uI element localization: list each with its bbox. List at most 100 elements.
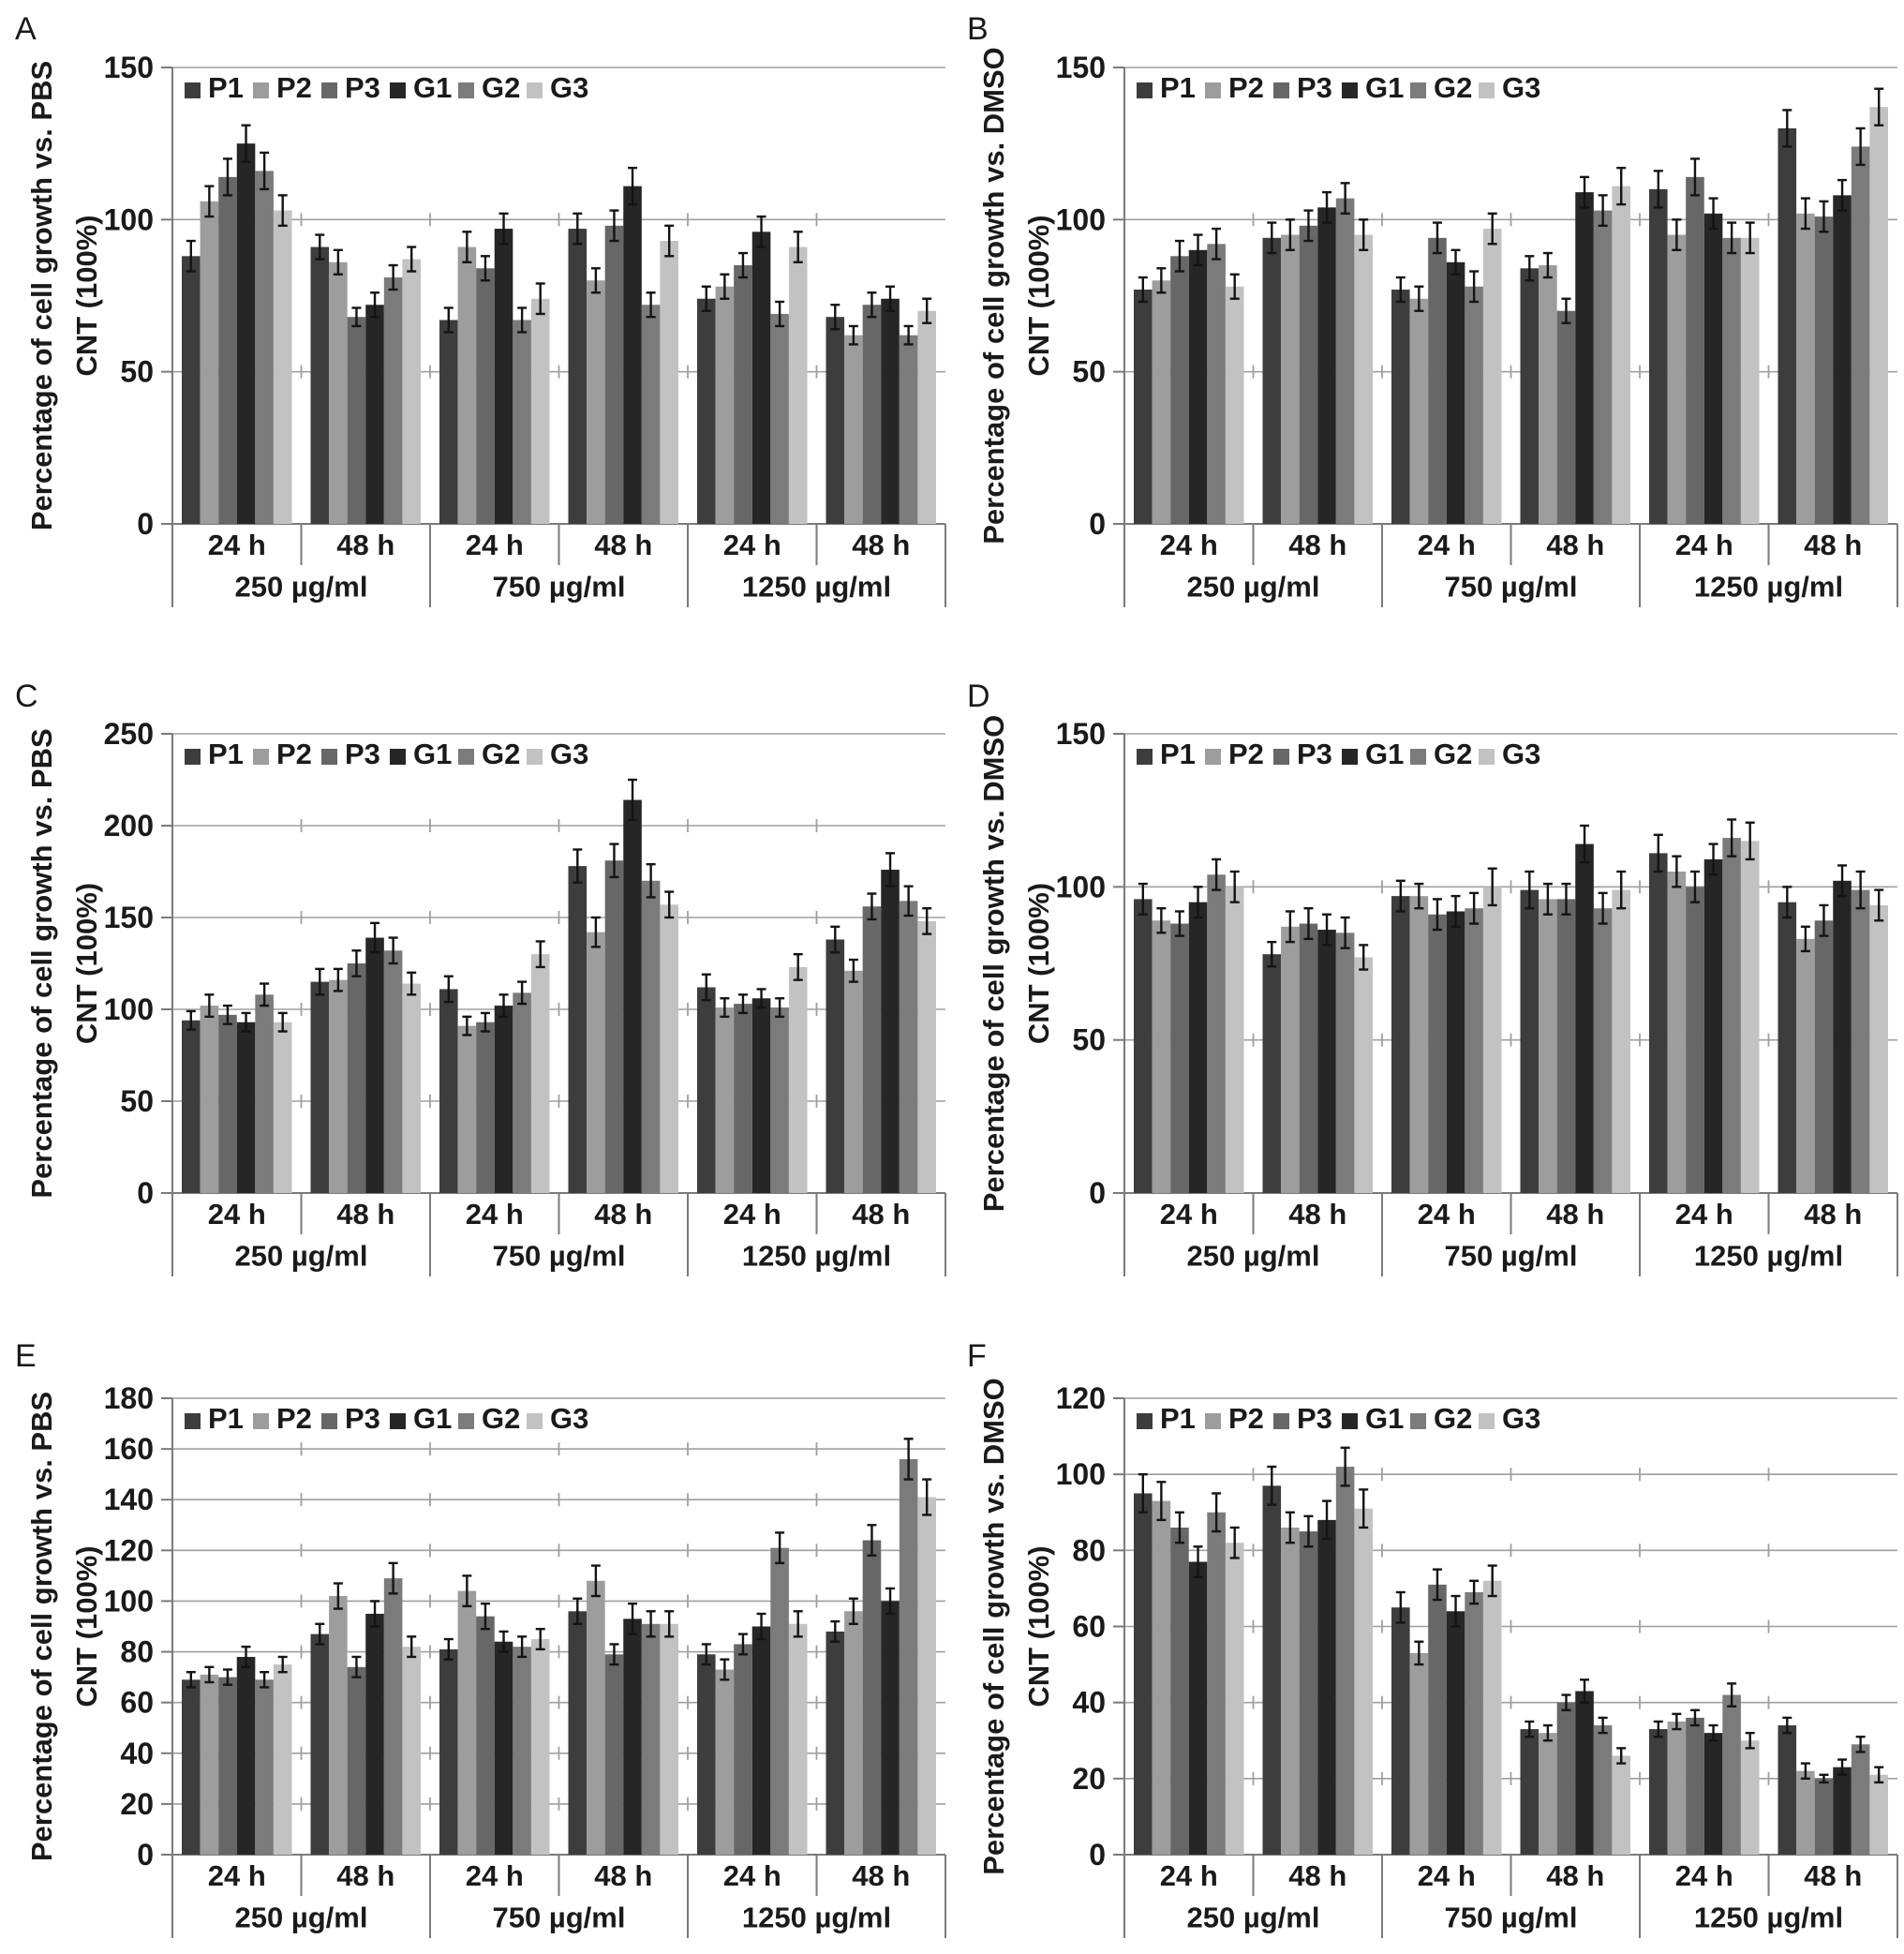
panel-label-e: E	[15, 1338, 37, 1374]
bar	[751, 1626, 771, 1855]
bar	[365, 937, 384, 1193]
y-tick-labels: 0 50 100 150	[1056, 717, 1106, 1210]
bars	[182, 1458, 936, 1855]
bar	[1170, 256, 1189, 524]
bar	[826, 939, 845, 1193]
legend-swatch	[1479, 1413, 1495, 1429]
svg-text:24 h: 24 h	[1675, 529, 1733, 561]
bar	[1722, 838, 1741, 1193]
bars	[182, 143, 936, 525]
bar	[1482, 1580, 1502, 1855]
bar	[236, 1022, 256, 1193]
bar	[1833, 880, 1852, 1193]
svg-text:24 h: 24 h	[723, 1859, 781, 1892]
svg-text:20: 20	[1072, 1762, 1106, 1796]
legend-label: G1	[413, 71, 452, 104]
legend-label: G3	[1502, 1402, 1540, 1435]
bar	[200, 1674, 219, 1855]
legend-swatch	[1410, 749, 1426, 765]
panel-label-f: F	[967, 1338, 987, 1374]
bar	[899, 1458, 918, 1855]
svg-text:48 h: 48 h	[594, 1198, 652, 1231]
legend-label: P2	[1228, 738, 1264, 770]
bar	[770, 313, 789, 524]
bar	[1796, 938, 1815, 1193]
legend-label: P2	[276, 738, 312, 770]
bar	[568, 229, 588, 524]
bar	[1556, 310, 1576, 524]
svg-text:48 h: 48 h	[852, 1859, 910, 1892]
bar	[1262, 1485, 1282, 1855]
y-axis-label: Percentage of cell growth vs. PBS CNT (10…	[25, 61, 103, 530]
panel-label-d: D	[967, 679, 990, 714]
bar	[1281, 926, 1300, 1193]
svg-text:48 h: 48 h	[852, 1198, 910, 1231]
bar	[1667, 1721, 1687, 1855]
legend-label: G2	[1434, 71, 1472, 104]
bar	[623, 186, 642, 524]
bar	[530, 1639, 550, 1855]
bar	[1262, 954, 1282, 1193]
legend-swatch	[253, 749, 269, 765]
bar	[899, 335, 918, 524]
gridlines	[1124, 733, 1897, 1047]
legend-swatch	[527, 749, 543, 765]
bar	[1520, 889, 1540, 1193]
bar	[1593, 1725, 1613, 1855]
bar	[1335, 198, 1355, 524]
bar	[917, 1497, 936, 1855]
bar	[439, 989, 458, 1193]
bar	[1152, 280, 1171, 524]
legend-label: G2	[482, 71, 520, 104]
bar	[734, 1644, 752, 1855]
bar	[917, 310, 936, 524]
svg-text:Percentage of cell growth vs.: Percentage of cell growth vs. PBS	[25, 61, 58, 530]
bar	[734, 1004, 752, 1193]
legend-swatch	[1410, 1413, 1426, 1429]
bar	[587, 932, 605, 1193]
bar	[365, 305, 384, 524]
legend-label: G1	[413, 1402, 452, 1435]
bar	[439, 1648, 458, 1855]
svg-text:Percentage of cell growth vs.: Percentage of cell growth vs. DMSO	[977, 715, 1010, 1213]
panel-label-c: C	[15, 679, 38, 714]
bar	[697, 298, 716, 524]
bar	[844, 335, 863, 524]
legend-label: P1	[1160, 1402, 1196, 1435]
legend-swatch	[458, 82, 474, 98]
bar	[329, 261, 348, 524]
svg-text:750 µg/ml: 750 µg/ml	[1445, 1902, 1578, 1934]
bar	[568, 1611, 588, 1855]
bar	[788, 246, 808, 524]
svg-text:60: 60	[120, 1686, 154, 1720]
bar	[329, 979, 348, 1193]
bar	[641, 305, 661, 524]
legend-swatch	[390, 82, 406, 98]
svg-text:24 h: 24 h	[1418, 1198, 1476, 1231]
bar	[1317, 1519, 1336, 1855]
bar	[1520, 268, 1540, 524]
bar	[1335, 1467, 1355, 1855]
gridlines	[1124, 67, 1897, 379]
bar	[1188, 249, 1208, 524]
bar	[457, 246, 477, 524]
y-axis-label: Percentage of cell growth vs. DMSO CNT (1…	[977, 47, 1055, 544]
legend-swatch	[185, 749, 201, 765]
legend-swatch	[1342, 749, 1358, 765]
svg-text:100: 100	[1056, 1457, 1106, 1491]
legend-label: G3	[550, 71, 588, 104]
svg-text:24 h: 24 h	[1675, 1859, 1733, 1892]
bar	[1299, 923, 1318, 1193]
bar	[182, 1020, 201, 1193]
legend-swatch	[1479, 749, 1495, 765]
legend-label: G3	[1502, 71, 1540, 104]
bar	[513, 320, 531, 524]
bar	[1869, 107, 1888, 524]
legend-label: P3	[1297, 738, 1332, 770]
bar	[604, 1654, 624, 1855]
x-axis-labels: 24 h 48 h 24 h 48 h 24 h 48 h 250 µg/ml 750 µg/…	[1160, 1193, 1898, 1276]
bar	[1299, 1531, 1318, 1855]
panel-f: F 0 20 40 60 80 100 120 Percentage of cell grow…	[952, 1312, 1904, 1954]
